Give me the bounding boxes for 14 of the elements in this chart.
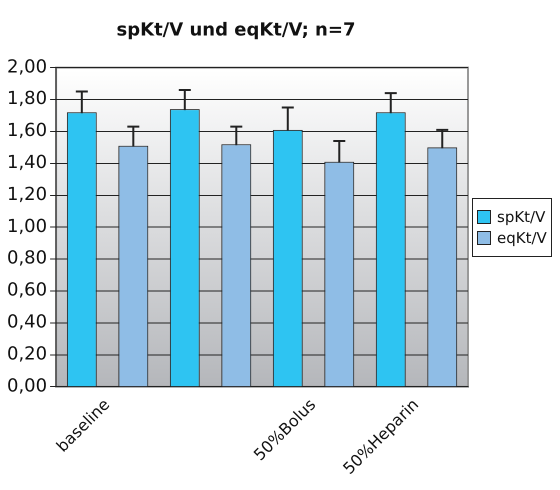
y-tick-label: 0,80	[7, 248, 48, 269]
y-tick-label: 1,60	[7, 120, 48, 142]
legend-label: eqKt/V	[497, 228, 547, 247]
y-tick-label: 1,00	[7, 216, 48, 237]
y-tick-label: 0,00	[7, 375, 48, 396]
y-tick-label: 2,00	[7, 56, 48, 78]
y-tick-label: 0,40	[7, 312, 48, 333]
text: spKt/V	[497, 208, 546, 226]
y-tick-label: 1,80	[7, 88, 48, 110]
y-tick-label: 0,60	[7, 280, 48, 301]
chart-title: spKt/V und eqKt/V; n=7	[116, 19, 356, 40]
y-tick-label: 0,20	[7, 343, 48, 364]
y-tick-label: 1,40	[7, 152, 48, 174]
y-tick-label: 1,20	[7, 184, 48, 205]
